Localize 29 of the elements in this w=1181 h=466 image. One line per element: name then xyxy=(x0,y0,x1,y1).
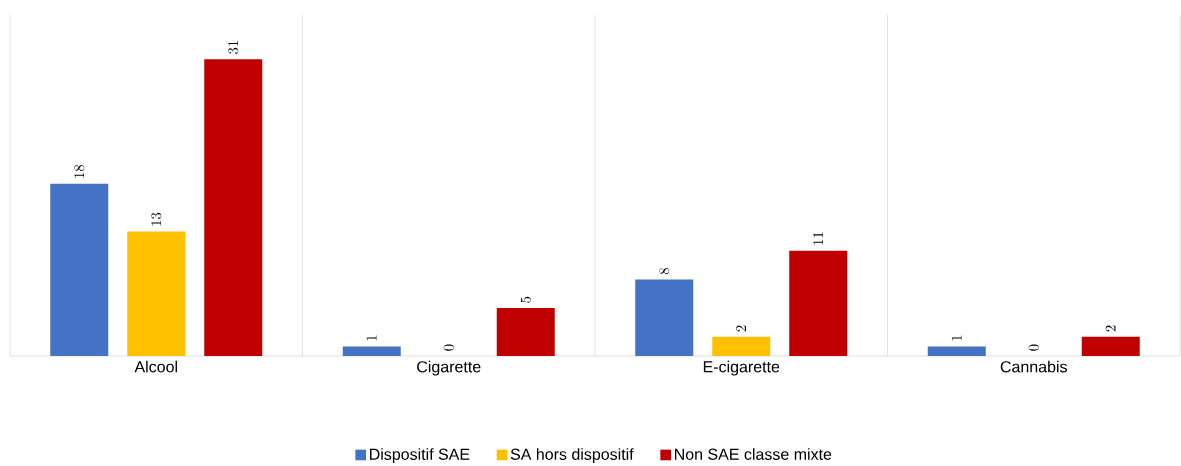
data-label: 1 xyxy=(366,335,377,341)
data-label: 2 xyxy=(736,325,746,332)
data-label: 5 xyxy=(520,296,531,303)
bar xyxy=(496,308,555,356)
bar xyxy=(50,183,109,356)
legend-label: Non SAE classe mixte xyxy=(675,448,832,460)
bar xyxy=(204,59,263,356)
data-label: 2 xyxy=(1105,325,1116,332)
x-tick-label: E-cigarette xyxy=(703,360,780,376)
x-tick-label: Cigarette xyxy=(417,360,481,376)
x-tick-label: Cannabis xyxy=(1000,360,1067,373)
bar xyxy=(712,336,771,356)
data-label: 0 xyxy=(1028,344,1039,351)
x-tick-label: Alcool xyxy=(134,360,177,373)
data-label: 18 xyxy=(74,164,85,178)
bar xyxy=(927,346,986,356)
legend-label: SA hors dispositif xyxy=(510,448,634,464)
bar xyxy=(342,346,401,356)
bar xyxy=(127,231,186,356)
data-label: 8 xyxy=(659,268,670,275)
data-label: 13 xyxy=(151,212,162,226)
bar xyxy=(789,250,848,356)
data-label: 31 xyxy=(228,41,239,54)
legend-label: Dispositif SAE xyxy=(370,448,470,464)
data-label: 1 xyxy=(951,335,962,341)
data-label: 11 xyxy=(813,232,823,245)
bar xyxy=(1081,336,1140,356)
data-label: 0 xyxy=(443,344,454,351)
bar xyxy=(635,279,694,356)
